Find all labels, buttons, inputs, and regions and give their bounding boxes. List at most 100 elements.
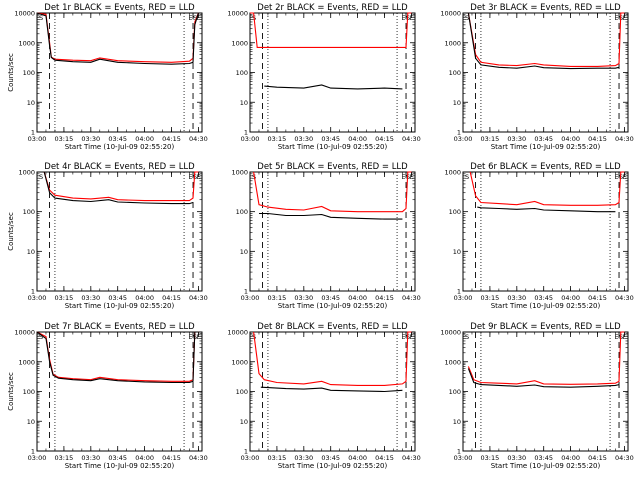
- y-tick-label: 1000: [444, 39, 461, 47]
- y-tick-label: 10: [27, 99, 35, 107]
- x-axis-label: Start Time (10-Jul-09 02:55:20): [278, 143, 388, 151]
- marker-e: E: [197, 14, 201, 22]
- x-tick-label: 03:30: [81, 454, 100, 462]
- y-tick-label: 10: [240, 248, 248, 256]
- marker-s: S: [465, 14, 469, 22]
- x-tick-label: 04:15: [375, 454, 394, 462]
- y-tick-label: 100: [23, 69, 35, 77]
- x-tick-label: 04:00: [348, 294, 367, 302]
- y-tick-label: 10000: [14, 329, 35, 337]
- y-tick-label: 100: [236, 208, 248, 216]
- marker-s: S: [465, 173, 469, 181]
- series-line-lld: [250, 12, 412, 48]
- x-axis-label: Start Time (10-Jul-09 02:55:20): [491, 143, 601, 151]
- x-tick-label: 03:15: [55, 294, 74, 302]
- x-tick-label: 03:00: [28, 135, 47, 143]
- x-tick-label: 03:30: [507, 294, 526, 302]
- y-tick-label: 1000: [18, 358, 35, 366]
- y-tick-label: 1000: [18, 169, 35, 177]
- x-tick-label: 03:45: [108, 135, 127, 143]
- y-tick-label: 1000: [231, 169, 248, 177]
- x-tick-label: 04:30: [615, 294, 634, 302]
- marker-s: S: [39, 14, 43, 22]
- panel-det-8: Det 8r BLACK = Events, RED = LLD 1 10 100 10…: [227, 322, 420, 470]
- panel-title: Det 2r BLACK = Events, RED = LLD: [257, 3, 408, 13]
- y-tick-label: 1: [457, 129, 461, 137]
- x-tick-label: 03:45: [534, 294, 553, 302]
- x-tick-label: 03:15: [481, 454, 500, 462]
- x-tick-label: 03:30: [294, 294, 313, 302]
- panel-title: Det 4r BLACK = Events, RED = LLD: [44, 162, 195, 172]
- panel-det-2: Det 2r BLACK = Events, RED = LLD 1 10 100 10…: [227, 3, 420, 151]
- x-tick-label: 04:00: [561, 135, 580, 143]
- marker-e: E: [623, 333, 627, 341]
- x-tick-label: 03:15: [268, 135, 287, 143]
- series-line-events: [467, 368, 620, 388]
- plot-frame: [36, 12, 203, 133]
- x-tick-label: 03:00: [241, 294, 260, 302]
- marker-s: S: [193, 173, 197, 181]
- y-tick-label: 100: [236, 69, 248, 77]
- panel-title: Det 5r BLACK = Events, RED = LLD: [257, 162, 408, 172]
- x-tick-label: 03:30: [294, 454, 313, 462]
- panel-det-1: Det 1r BLACK = Events, RED = LLD 1 10 100 10…: [7, 3, 208, 151]
- panel-det-9: Det 9r BLACK = Events, RED = LLD 1 10 100 10…: [440, 322, 633, 470]
- y-tick-label: 1: [457, 288, 461, 296]
- y-tick-label: 10: [240, 418, 248, 426]
- y-tick-label: 10: [453, 418, 461, 426]
- x-axis-label: Start Time (10-Jul-09 02:55:20): [65, 143, 175, 151]
- panel-det-5: Det 5r BLACK = Events, RED = LLD 1 10 100 10…: [231, 162, 420, 310]
- x-tick-label: 04:30: [402, 294, 421, 302]
- marker-e: E: [188, 333, 192, 341]
- x-tick-label: 03:00: [454, 135, 473, 143]
- x-tick-label: 03:15: [481, 294, 500, 302]
- y-tick-label: 10000: [14, 10, 35, 18]
- x-tick-label: 04:30: [615, 135, 634, 143]
- marker-e: E: [614, 14, 618, 22]
- marker-s: S: [619, 173, 623, 181]
- marker-s: S: [39, 333, 43, 341]
- x-axis-label: Start Time (10-Jul-09 02:55:20): [278, 302, 388, 310]
- y-tick-label: 10000: [227, 329, 248, 337]
- plot-frame: [249, 12, 416, 133]
- panel-det-4: Det 4r BLACK = Events, RED = LLD 1 10 100 10…: [7, 162, 208, 310]
- x-tick-label: 04:15: [162, 294, 181, 302]
- panel-title: Det 7r BLACK = Events, RED = LLD: [44, 322, 195, 332]
- x-tick-label: 04:00: [135, 294, 154, 302]
- x-tick-label: 03:00: [28, 454, 47, 462]
- x-tick-label: 03:45: [534, 135, 553, 143]
- x-tick-label: 03:00: [454, 454, 473, 462]
- marker-s: S: [193, 14, 197, 22]
- marker-s: S: [39, 173, 43, 181]
- x-tick-label: 04:30: [402, 135, 421, 143]
- marker-e: E: [410, 333, 414, 341]
- plot-frame: [462, 12, 629, 133]
- marker-e: E: [401, 173, 405, 181]
- series-line-events: [43, 171, 194, 205]
- y-tick-label: 1: [31, 129, 35, 137]
- x-tick-label: 03:30: [507, 135, 526, 143]
- panel-det-6: Det 6r BLACK = Events, RED = LLD 1 10 100 10…: [444, 162, 633, 310]
- marker-e: E: [401, 333, 405, 341]
- x-tick-label: 04:15: [375, 294, 394, 302]
- panel-title: Det 3r BLACK = Events, RED = LLD: [470, 3, 621, 13]
- x-tick-label: 03:30: [81, 135, 100, 143]
- y-tick-label: 1: [457, 448, 461, 456]
- y-tick-label: 1000: [444, 358, 461, 366]
- y-axis-label: Counts/sec: [7, 212, 15, 251]
- x-axis-label: Start Time (10-Jul-09 02:55:20): [278, 462, 388, 470]
- panel-title: Det 6r BLACK = Events, RED = LLD: [470, 162, 621, 172]
- y-tick-label: 1: [31, 448, 35, 456]
- panel-title: Det 8r BLACK = Events, RED = LLD: [257, 322, 408, 332]
- y-axis-label: Counts/sec: [7, 372, 15, 411]
- x-tick-label: 04:30: [615, 454, 634, 462]
- x-tick-label: 03:15: [55, 135, 74, 143]
- x-tick-label: 03:00: [241, 135, 260, 143]
- plot-frame: [249, 171, 416, 292]
- x-tick-label: 03:00: [28, 294, 47, 302]
- x-tick-label: 03:15: [481, 135, 500, 143]
- x-axis-label: Start Time (10-Jul-09 02:55:20): [65, 302, 175, 310]
- y-tick-label: 1000: [444, 169, 461, 177]
- series-line-events: [467, 12, 620, 70]
